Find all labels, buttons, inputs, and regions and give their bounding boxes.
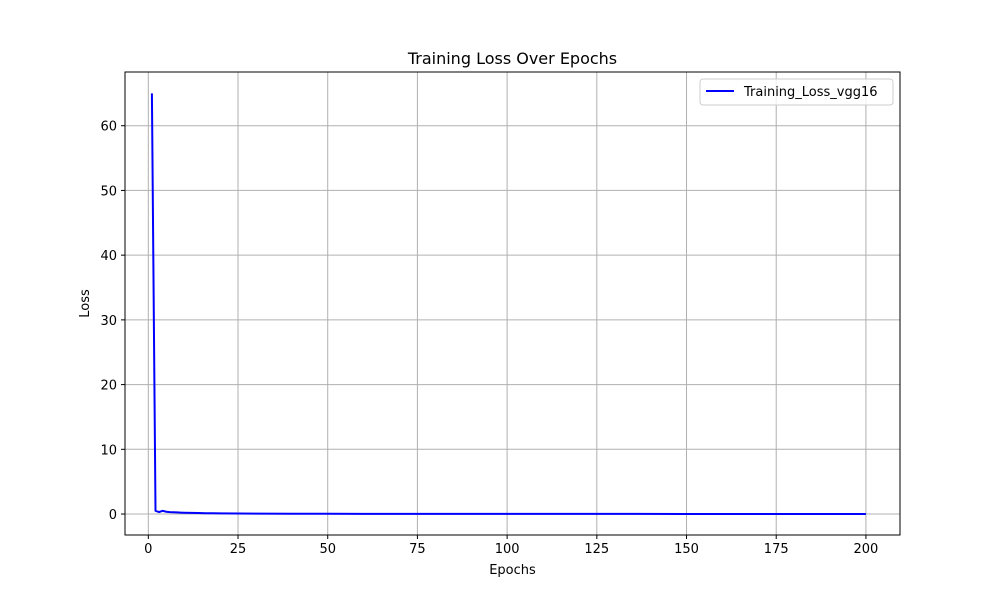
x-tick-label: 125 <box>584 542 609 557</box>
x-tick-label: 50 <box>319 542 336 557</box>
y-tick-label: 30 <box>100 314 117 329</box>
legend-box <box>699 78 894 106</box>
x-tick-label: 25 <box>230 542 247 557</box>
y-tick-label: 60 <box>100 120 117 135</box>
x-axis-label: Epochs <box>489 563 536 578</box>
plot-frame <box>124 71 901 536</box>
x-tick-label: 175 <box>764 542 789 557</box>
y-tick-label: 50 <box>100 184 117 199</box>
y-tick-label: 20 <box>100 379 117 394</box>
y-tick-layer: 0 10 20 30 40 50 60 <box>100 120 125 523</box>
legend: Training_Loss_vgg16 <box>699 78 894 106</box>
chart-title: Training Loss Over Epochs <box>407 49 617 68</box>
y-tick-label: 40 <box>100 249 117 264</box>
x-tick-layer: 0 25 50 75 100 125 150 175 200 <box>144 535 878 557</box>
x-tick-label: 0 <box>144 542 152 557</box>
series-line <box>150 93 866 515</box>
x-tick-label: 100 <box>495 542 520 557</box>
y-tick-label: 10 <box>100 443 117 458</box>
y-axis-label: Loss <box>78 289 93 318</box>
legend-label: Training_Loss_vgg16 <box>743 85 878 100</box>
x-tick-label: 75 <box>409 542 426 557</box>
x-tick-label: 150 <box>674 542 699 557</box>
series-layer <box>150 93 866 515</box>
x-tick-label: 200 <box>854 542 879 557</box>
y-tick-label: 0 <box>109 508 117 523</box>
